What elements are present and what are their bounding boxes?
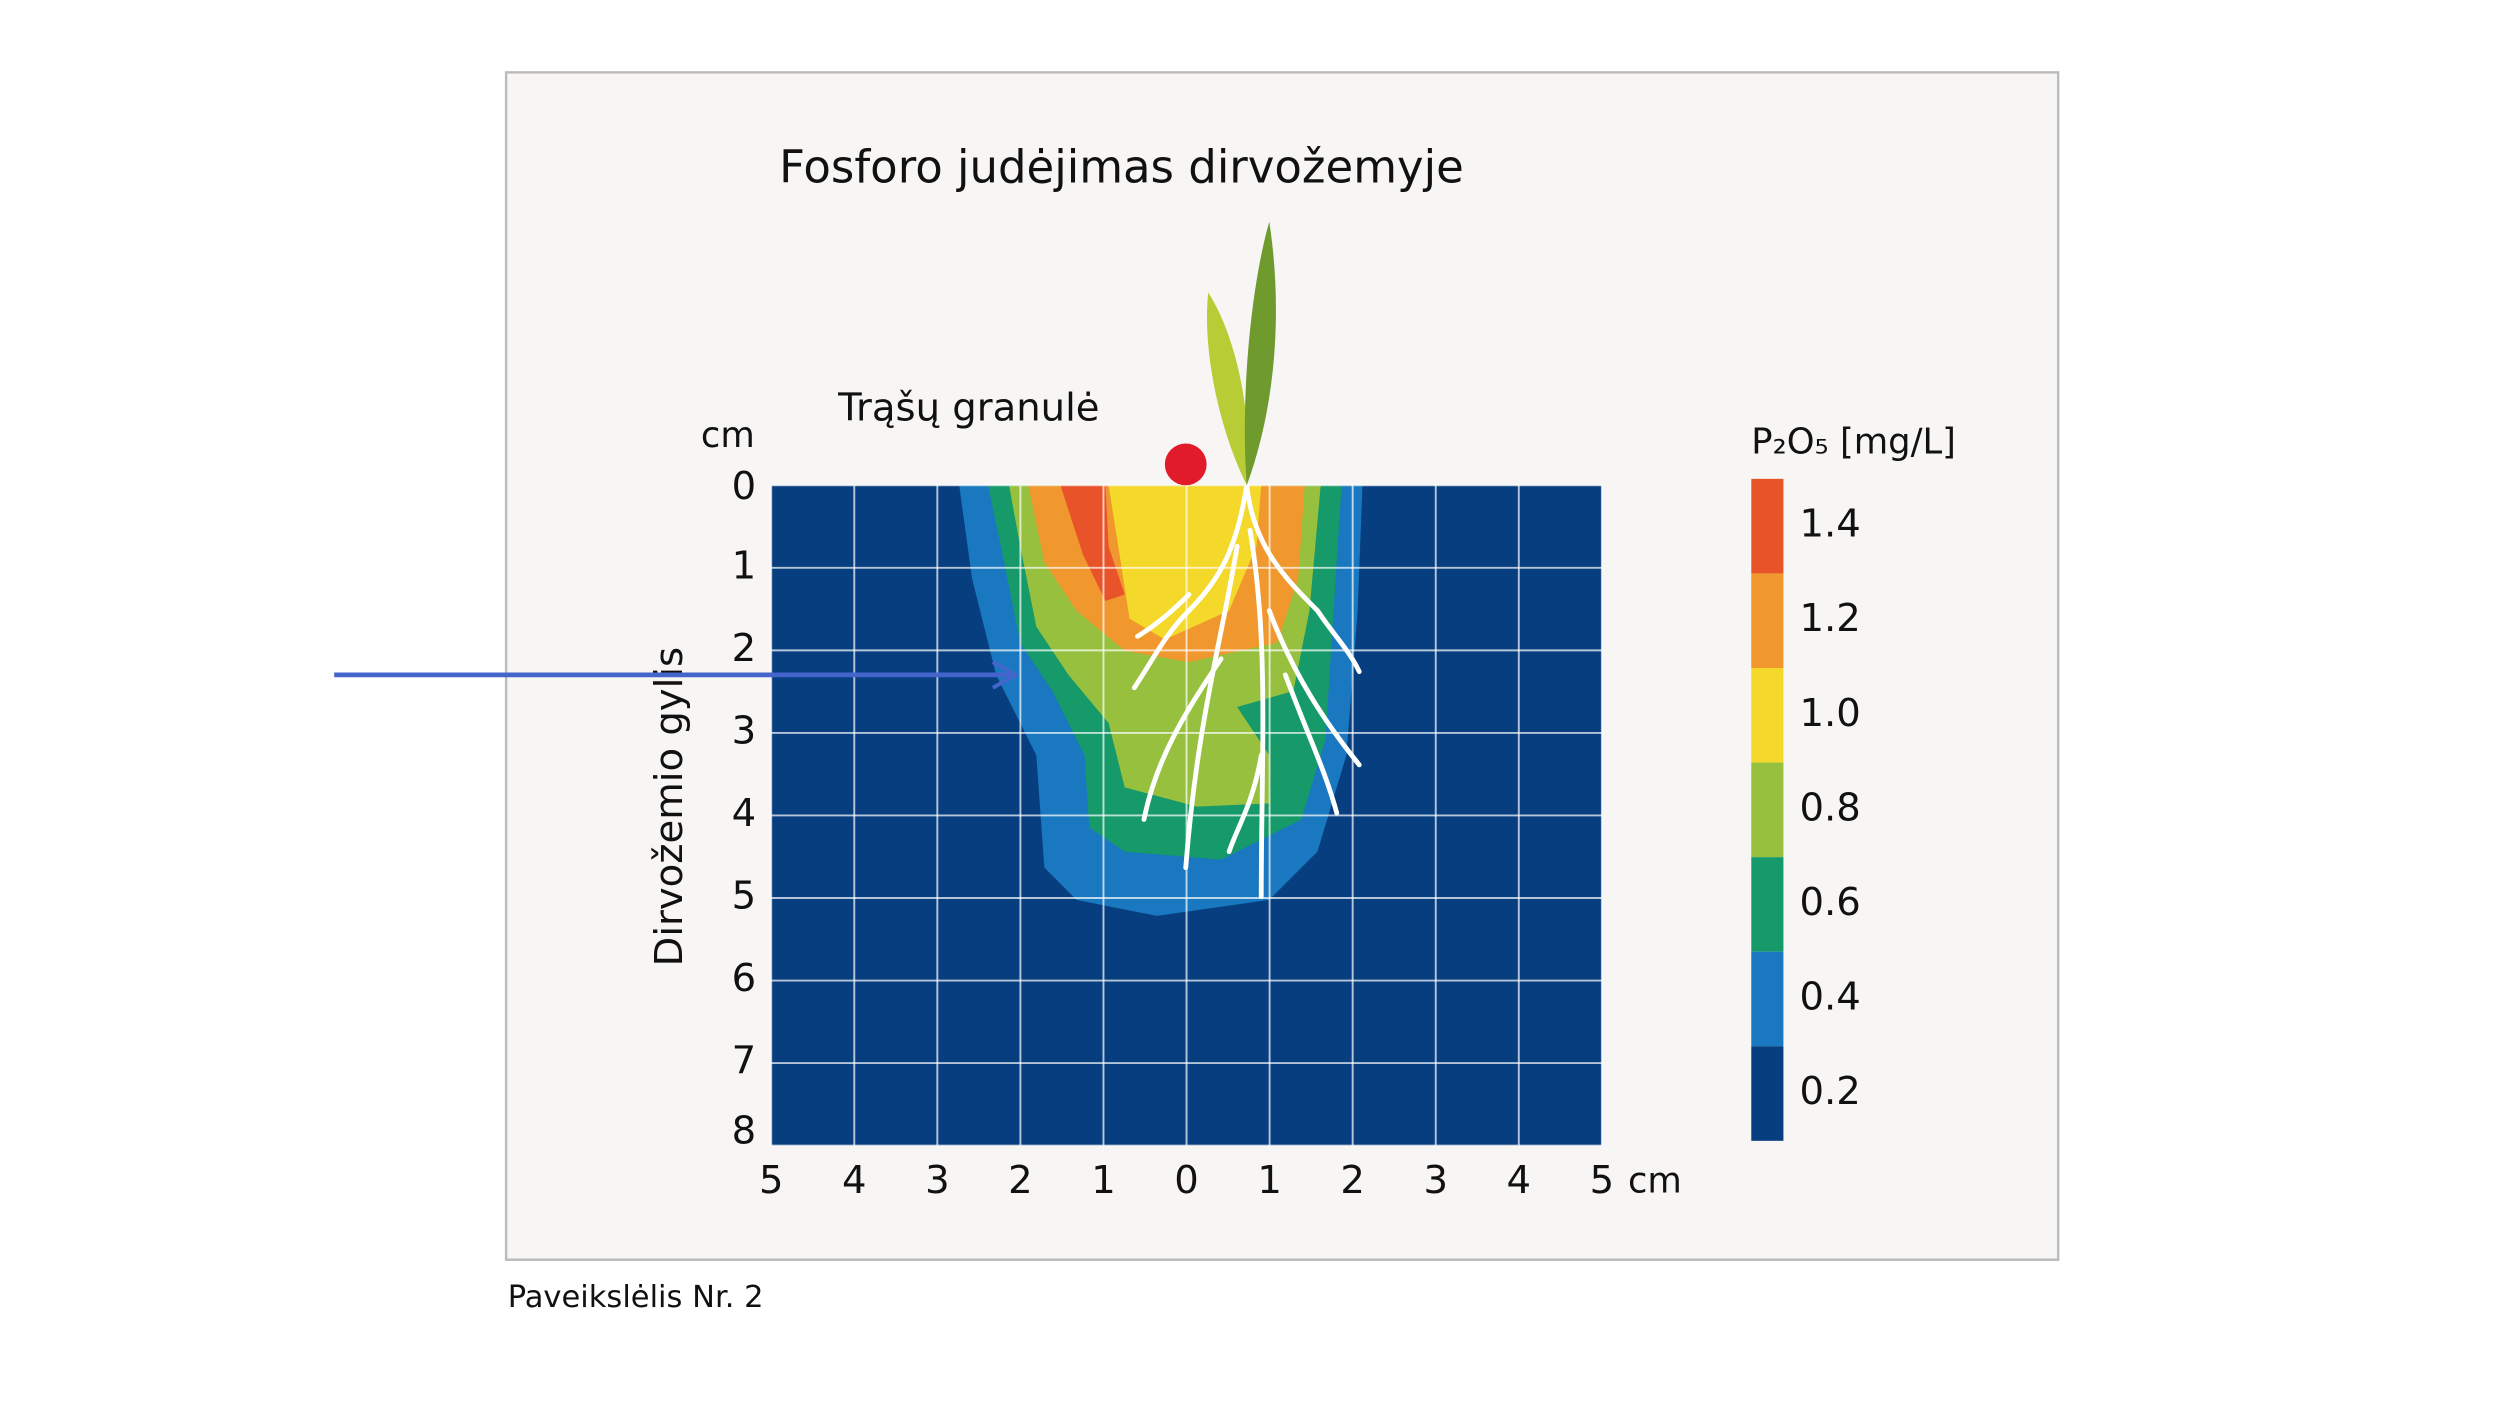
y-tick-label: 2: [732, 626, 757, 671]
root: [1247, 527, 1266, 900]
y-tick-label: 7: [732, 1039, 757, 1084]
y-tick-label: 4: [732, 791, 757, 836]
x-unit: cm: [1628, 1161, 1682, 1202]
y-unit: cm: [701, 415, 755, 456]
legend-label: 1.0: [1799, 691, 1860, 736]
y-tick-label: 8: [732, 1108, 757, 1153]
y-tick-label: 1: [732, 543, 757, 588]
leaf: [1244, 221, 1276, 486]
y-tick-label: 5: [732, 874, 757, 919]
legend-swatch: [1751, 478, 1784, 574]
caption: Paveikslėlis Nr. 2: [508, 1280, 764, 1315]
legend-label: 1.4: [1799, 502, 1860, 547]
legend-swatch: [1751, 951, 1784, 1047]
y-tick-label: 6: [732, 956, 757, 1001]
root: [1266, 608, 1362, 768]
contour-region: [1108, 485, 1262, 640]
x-tick-label: 0: [1174, 1158, 1199, 1203]
contour-region: [1060, 485, 1125, 601]
root: [1131, 482, 1250, 691]
leaf: [1206, 292, 1249, 486]
legend-title: P₂O₅ [mg/L]: [1751, 422, 1956, 463]
legend-label: 0.2: [1799, 1069, 1860, 1114]
y-axis-label: Dirvožemio gylis: [647, 647, 692, 966]
legend-label: 0.8: [1799, 785, 1860, 830]
x-tick-label: 3: [925, 1158, 950, 1203]
legend-swatch: [1751, 573, 1784, 668]
root: [1226, 752, 1264, 855]
root: [1135, 592, 1192, 639]
root: [1141, 656, 1224, 822]
arrow-head: [991, 660, 1020, 690]
x-tick-label: 4: [842, 1158, 867, 1203]
x-tick-label: 3: [1423, 1158, 1448, 1203]
y-tick-label: 0: [732, 464, 757, 509]
fertilizer-granule: [1164, 443, 1207, 486]
roots: [1131, 482, 1362, 900]
x-tick-label: 1: [1257, 1158, 1282, 1203]
granule-label: Trąšų granulė: [837, 385, 1099, 430]
legend-swatch: [1751, 667, 1784, 763]
x-tick-label: 5: [1590, 1158, 1615, 1203]
figure-title: Fosforo judėjimas dirvožemyje: [779, 140, 1464, 193]
x-tick-label: 5: [759, 1158, 784, 1203]
legend-label: 0.6: [1799, 880, 1860, 925]
y-tick-label: 3: [732, 708, 757, 753]
legend-label: 1.2: [1799, 596, 1860, 641]
legend: 1.4 1.2 1.0 0.8 0.6 0.4 0.2: [1751, 478, 1861, 1141]
root: [1183, 543, 1240, 871]
legend-swatch: [1751, 1046, 1784, 1141]
contour-plot: [770, 482, 1603, 1147]
legend-label: 0.4: [1799, 974, 1860, 1019]
x-tick-label: 2: [1008, 1158, 1033, 1203]
x-tick-label: 1: [1091, 1158, 1116, 1203]
root: [1244, 482, 1362, 675]
legend-swatch: [1751, 762, 1784, 858]
x-tick-label: 4: [1507, 1158, 1532, 1203]
legend-swatch: [1751, 857, 1784, 952]
x-tick-label: 2: [1340, 1158, 1365, 1203]
root: [1282, 672, 1340, 816]
